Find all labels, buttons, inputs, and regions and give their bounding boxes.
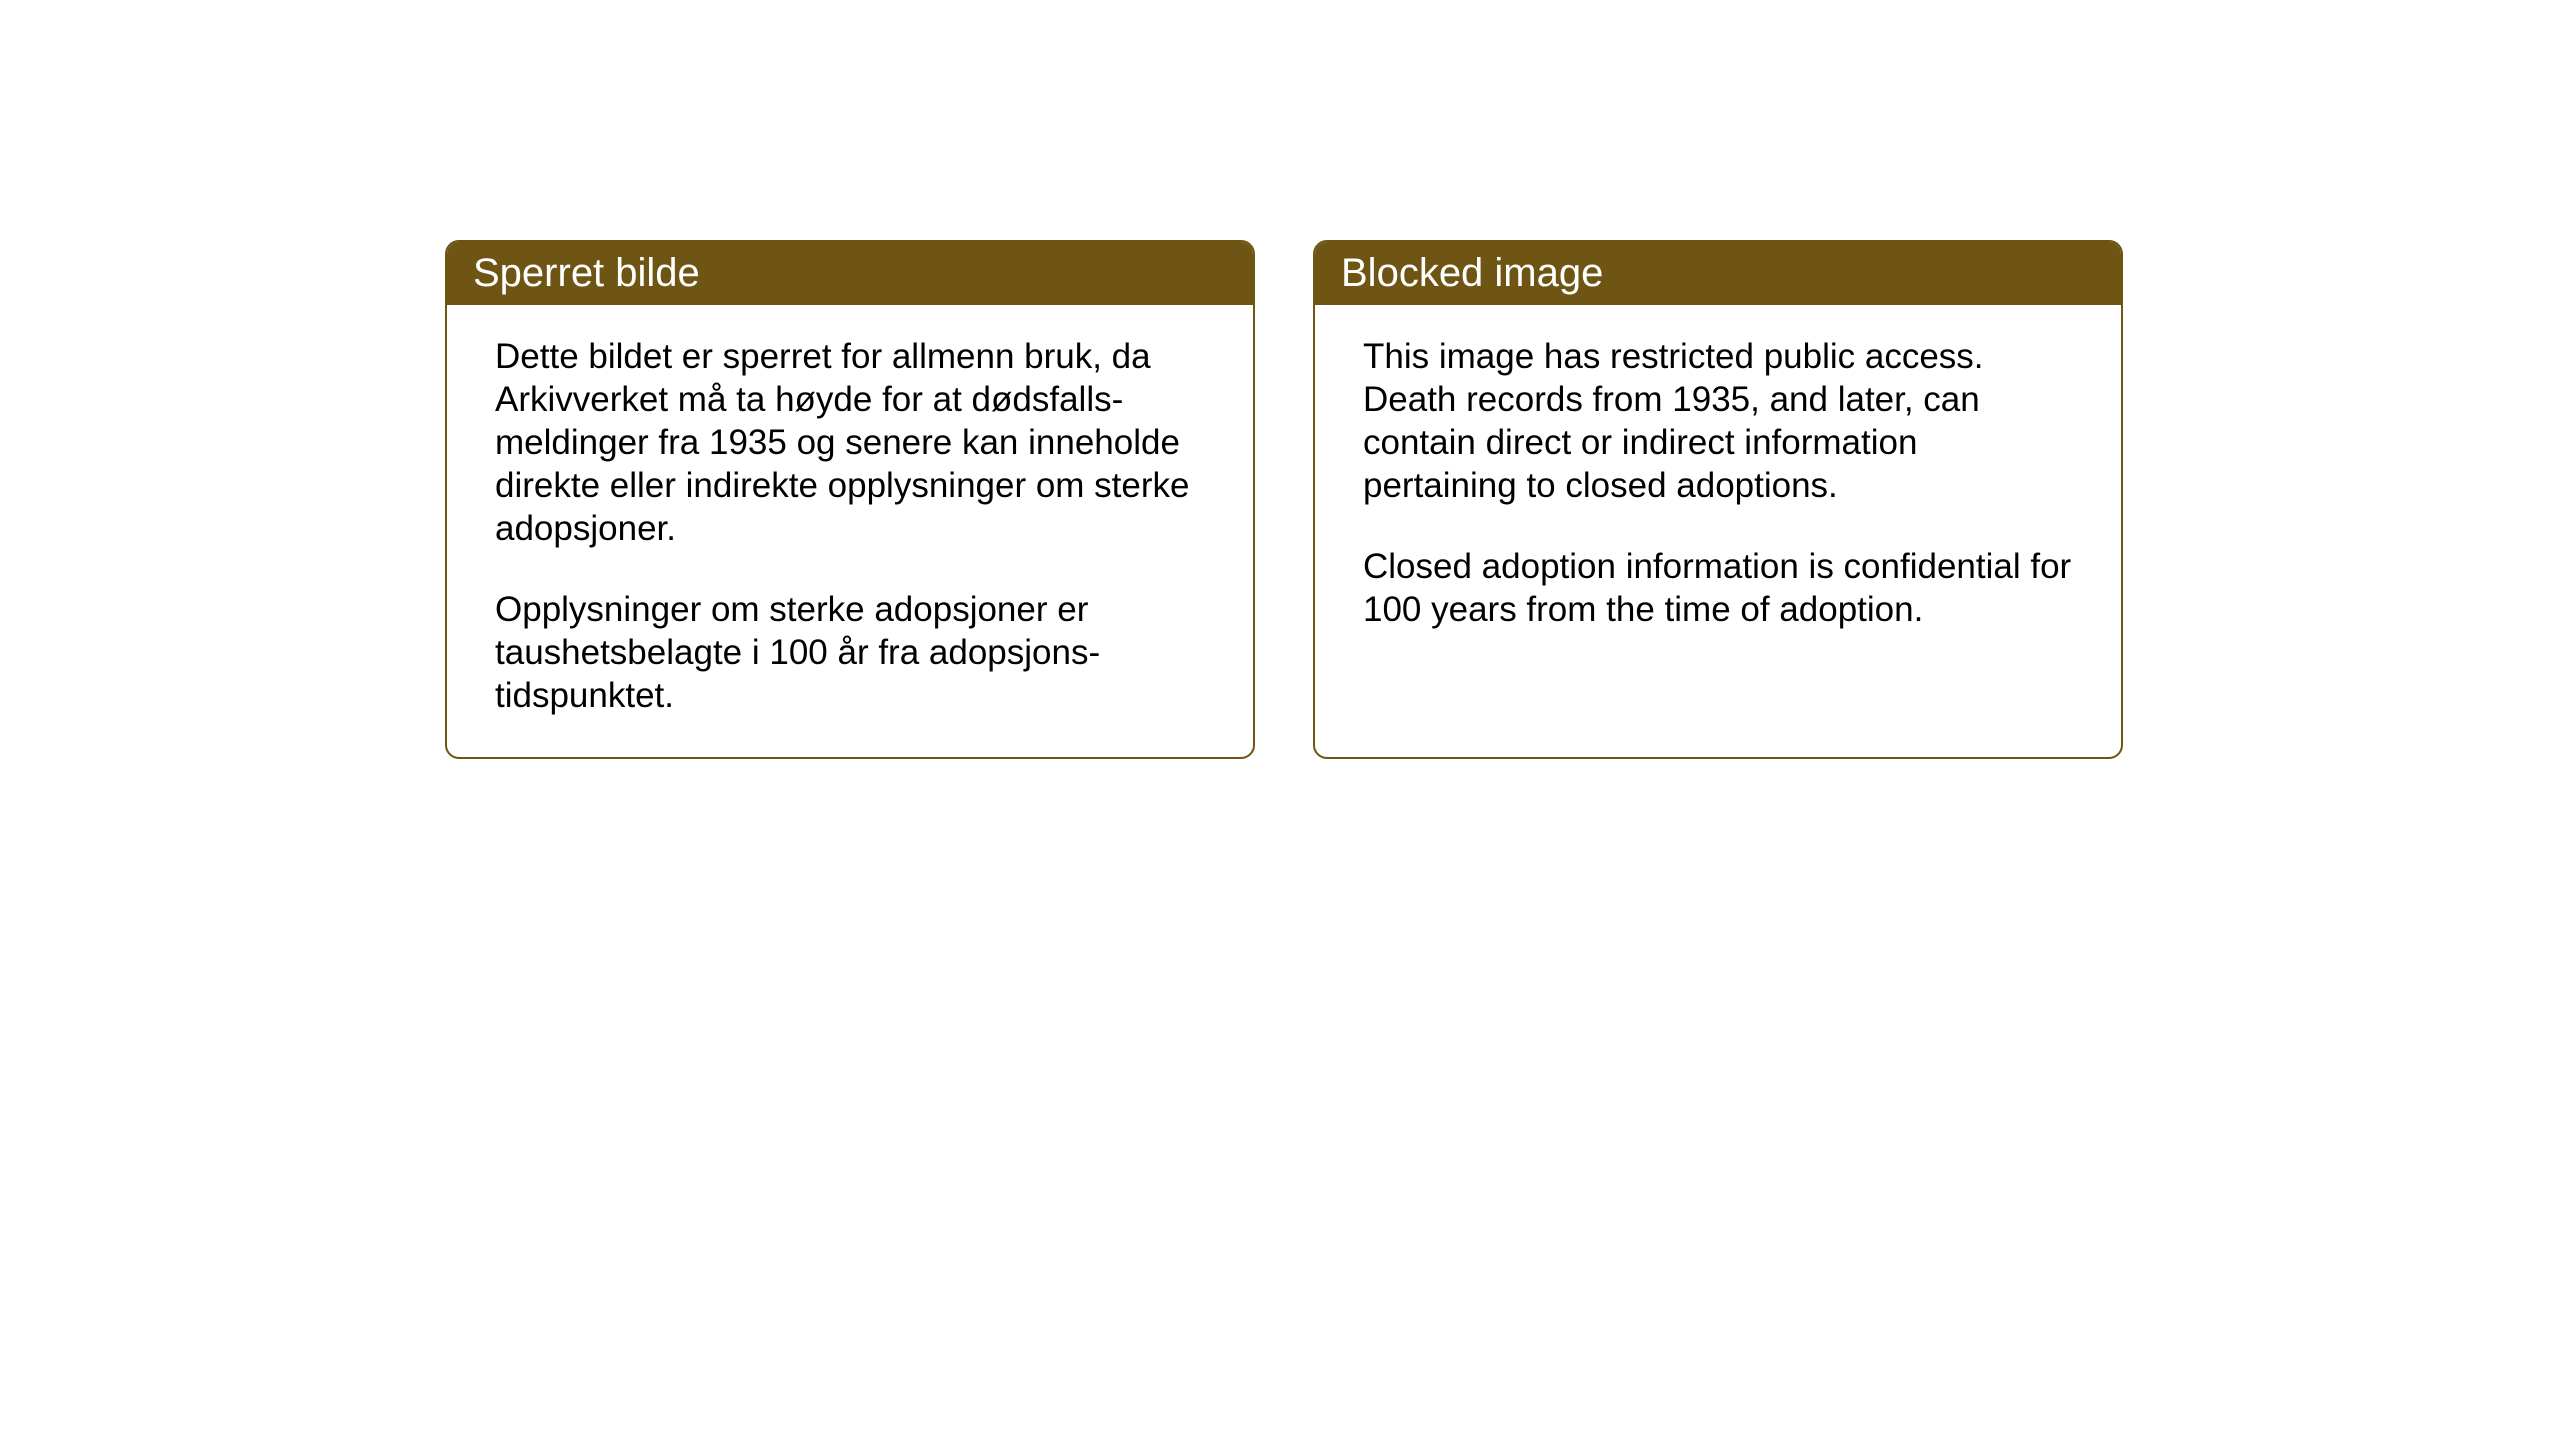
card-english: Blocked image This image has restricted … xyxy=(1313,240,2123,759)
card-paragraph-2-norwegian: Opplysninger om sterke adopsjoner er tau… xyxy=(495,588,1205,717)
card-body-english: This image has restricted public access.… xyxy=(1315,305,2121,757)
card-body-norwegian: Dette bildet er sperret for allmenn bruk… xyxy=(447,305,1253,757)
card-norwegian: Sperret bilde Dette bildet er sperret fo… xyxy=(445,240,1255,759)
card-paragraph-1-english: This image has restricted public access.… xyxy=(1363,335,2073,507)
card-title-norwegian: Sperret bilde xyxy=(473,251,700,295)
card-paragraph-2-english: Closed adoption information is confident… xyxy=(1363,545,2073,631)
cards-container: Sperret bilde Dette bildet er sperret fo… xyxy=(445,240,2123,759)
card-paragraph-1-norwegian: Dette bildet er sperret for allmenn bruk… xyxy=(495,335,1205,550)
card-header-norwegian: Sperret bilde xyxy=(447,242,1253,305)
card-header-english: Blocked image xyxy=(1315,242,2121,305)
card-title-english: Blocked image xyxy=(1341,251,1603,295)
